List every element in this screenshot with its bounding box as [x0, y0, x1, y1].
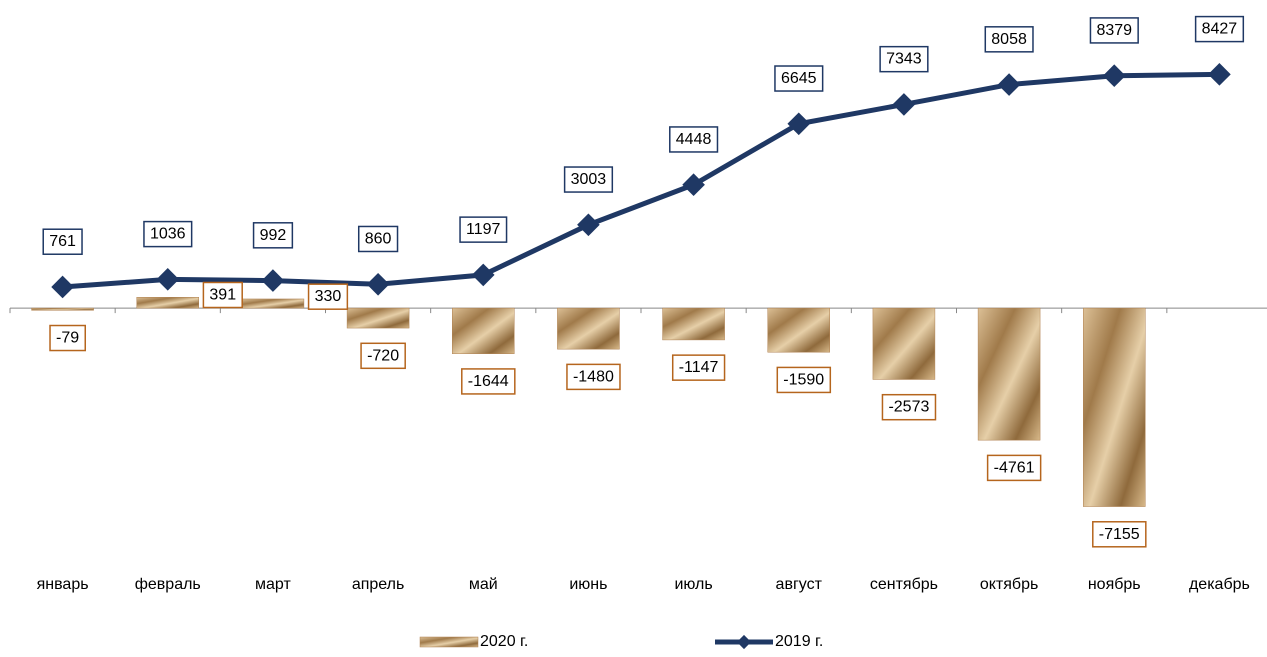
x-tick-label: ноябрь	[1088, 576, 1141, 593]
bar	[662, 307, 725, 341]
bar	[1083, 307, 1146, 507]
data-label-box	[461, 368, 516, 395]
data-label-box	[459, 216, 508, 243]
data-label-box	[307, 283, 349, 310]
data-label-box	[143, 220, 193, 248]
x-tick-label: август	[776, 576, 823, 593]
data-label-box	[49, 324, 86, 352]
x-tick-label: сентябрь	[870, 576, 938, 593]
line-marker	[366, 272, 390, 296]
data-label-box	[669, 126, 719, 153]
bar	[346, 307, 410, 329]
bar	[31, 307, 94, 311]
data-label: 8379	[1096, 22, 1132, 39]
data-label: 1197	[466, 221, 501, 238]
line-marker	[1208, 63, 1231, 86]
data-label-box	[1089, 17, 1139, 44]
data-label: -1147	[679, 359, 719, 376]
line-marker	[471, 263, 495, 287]
line-marker	[156, 268, 180, 291]
data-label: -79	[56, 330, 79, 347]
data-label: -1590	[783, 371, 824, 388]
bar	[136, 297, 199, 309]
data-label: -720	[367, 347, 399, 364]
legend-label: 2020 г.	[480, 633, 528, 650]
line-marker	[1102, 64, 1126, 88]
data-label-box	[252, 222, 294, 249]
x-tick-label: октябрь	[980, 576, 1038, 593]
data-label: 860	[365, 230, 392, 247]
data-label-box	[879, 45, 929, 73]
line-marker	[261, 269, 285, 292]
data-label: 992	[260, 227, 287, 244]
x-tick-label: декабрь	[1189, 576, 1250, 593]
bar	[241, 298, 305, 309]
data-label-box	[671, 354, 726, 381]
data-label-box	[1092, 521, 1147, 548]
data-label-box	[42, 228, 83, 255]
x-tick-label: май	[469, 576, 498, 593]
data-label-box	[774, 65, 824, 92]
data-label: 6645	[781, 70, 817, 87]
x-tick-label: июнь	[569, 576, 607, 593]
data-label: 1036	[150, 226, 186, 243]
data-label: 391	[209, 286, 236, 303]
data-label: -4761	[994, 459, 1035, 476]
x-tick-label: февраль	[135, 576, 201, 593]
line-marker	[892, 93, 916, 116]
bar	[557, 307, 620, 350]
x-tick-label: январь	[37, 576, 89, 593]
data-label-box	[984, 26, 1034, 53]
data-label-box	[360, 342, 406, 370]
data-label: 7343	[886, 51, 922, 68]
bar	[977, 307, 1041, 441]
bar	[452, 307, 515, 354]
legend-marker	[736, 634, 752, 650]
data-label: 761	[49, 233, 76, 250]
data-label-box	[566, 363, 621, 391]
data-label: 8058	[991, 31, 1027, 48]
data-label-box	[1194, 15, 1245, 43]
data-label-box	[881, 393, 937, 421]
line-marker	[787, 112, 811, 136]
data-label-box	[202, 281, 243, 309]
line-marker	[997, 73, 1021, 96]
data-label: 4448	[676, 131, 712, 148]
data-label: 330	[315, 288, 342, 305]
data-label-box	[357, 225, 399, 253]
data-label-box	[776, 366, 832, 394]
bar	[872, 307, 936, 380]
data-label: -7155	[1099, 526, 1140, 543]
data-label: 3003	[571, 171, 607, 188]
line	[62, 71, 1220, 290]
x-tick-label: март	[255, 576, 291, 593]
data-label: -2573	[888, 399, 929, 416]
x-tick-label: июль	[674, 576, 712, 593]
x-tick-label: апрель	[352, 576, 405, 593]
legend-swatch	[419, 636, 479, 648]
data-label: -1644	[468, 373, 509, 390]
line-marker	[51, 275, 74, 299]
bar	[767, 307, 830, 353]
data-label: 8427	[1202, 21, 1238, 38]
data-label-box	[563, 166, 614, 193]
line-marker	[577, 213, 600, 237]
line-marker	[682, 173, 705, 197]
data-label-box	[986, 454, 1042, 482]
legend-label: 2019 г.	[775, 633, 823, 650]
data-label: -1480	[573, 368, 614, 385]
